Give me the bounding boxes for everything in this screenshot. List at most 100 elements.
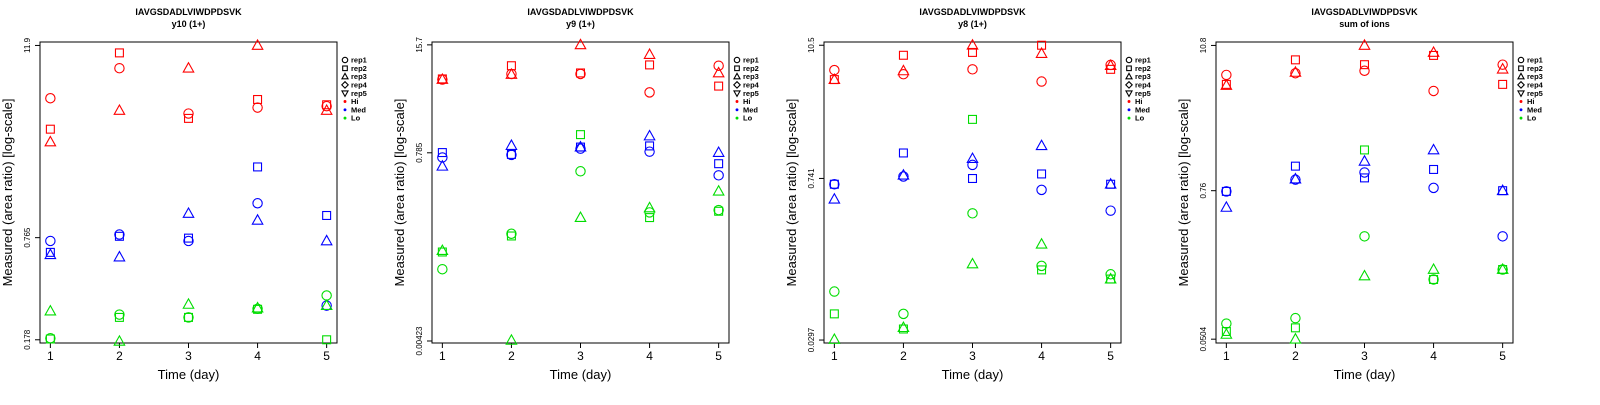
y-axis-label: Measured (area ratio) [log-scale] [0,99,15,287]
data-point-lo-rep3-day1 [44,304,57,316]
data-point-hi-rep2-day4 [1037,40,1047,50]
legend-label-med: Med [743,105,758,114]
legend-label-hi: Hi [743,97,751,106]
data-point-hi-rep1-day4 [252,102,263,113]
y-tick-label: 0.178 [23,329,32,350]
scatter-panel-2: IAVGSDADLVIWDPDSVK y9 (1+) 1 2 3 4 5 15.7 0.785 0… [392,7,760,382]
x-tick-label: 3 [577,349,584,363]
plot-frame [431,41,730,344]
data-point-med-rep3-day3 [966,151,979,163]
legend-marker-hi [1127,100,1131,103]
data-point-hi-rep3-day4 [1035,46,1048,58]
legend-marker-rep1 [733,56,741,64]
data-point-lo-rep2-day1 [1221,326,1231,337]
data-point-lo-rep3-day4 [1035,237,1048,249]
data-point-hi-rep1-day2 [1290,67,1301,79]
data-point-lo-rep1-day2 [1290,312,1301,324]
data-point-lo-rep3-day2 [505,333,518,345]
data-point-hi-rep1-day2 [114,62,125,74]
plot-subtitle: y9 (1+) [566,19,595,29]
data-point-med-rep2-day4 [1429,164,1439,174]
data-point-med-rep3-day1 [828,192,841,204]
legend-label-hi: Hi [1135,97,1143,106]
legend-marker-rep5 [1517,90,1525,98]
x-tick-label: 2 [1292,349,1299,363]
legend-label-rep4: rep4 [1135,81,1152,90]
data-point-lo-rep3-day2 [897,321,910,333]
data-point-hi-rep1-day1 [45,93,56,104]
legend-marker-lo [1127,116,1131,120]
x-tick-label: 5 [1107,349,1114,363]
data-point-med-rep3-day3 [182,206,195,218]
data-point-med-rep1-day1 [829,179,840,190]
data-point-med-rep1-day5 [713,170,724,181]
data-point-hi-rep3-day3 [1358,38,1371,50]
legend-label-rep1: rep1 [1527,56,1543,65]
data-point-hi-rep3-day5 [712,66,725,78]
legend-marker-med [735,108,739,112]
data-point-lo-rep1-day3 [183,312,194,323]
y-tick-label: 0.785 [415,142,424,163]
x-tick-label: 3 [1361,349,1368,363]
data-point-lo-rep2-day5 [714,206,724,216]
data-point-hi-rep2-day2 [898,50,908,60]
data-point-med-rep3-day2 [505,138,518,150]
data-point-hi-rep3-day5 [1496,62,1509,74]
data-point-med-rep1-day3 [183,235,194,247]
data-point-lo-rep3-day5 [1496,262,1509,274]
legend-label-lo: Lo [1527,114,1537,123]
data-point-med-rep2-day1 [437,148,447,158]
legend-label-lo: Lo [351,114,361,123]
legend-marker-rep1 [1517,56,1525,64]
data-point-med-rep2-day3 [183,233,194,243]
data-point-lo-rep3-day2 [113,334,126,346]
legend-marker-hi [343,100,347,103]
data-point-hi-rep2-day3 [575,68,586,78]
data-point-hi-rep1-day3 [1359,65,1370,76]
data-point-med-rep2-day2 [898,148,908,158]
legend-marker-med [1519,108,1523,112]
data-point-lo-rep1-day3 [967,208,978,219]
legend-marker-rep5 [733,90,741,98]
x-tick-label: 2 [116,349,123,363]
data-point-lo-rep3-day1 [1220,327,1233,339]
data-point-lo-rep2-day3 [1359,145,1370,155]
data-point-med-rep3-day4 [1427,143,1440,155]
data-point-med-rep1-day3 [575,143,586,154]
data-point-med-rep1-day2 [1290,174,1301,185]
data-point-med-rep2-day2 [114,231,124,241]
data-point-hi-rep3-day4 [643,47,656,59]
data-point-med-rep3-day4 [643,129,656,141]
data-point-hi-rep1-day5 [713,60,724,71]
data-point-lo-rep3-day5 [712,184,725,196]
legend-label-rep2: rep2 [351,64,367,73]
plot-title: IAVGSDADLVIWDPDSVK [527,7,634,17]
x-tick-label: 2 [508,349,515,363]
data-point-hi-rep3-day3 [966,38,979,50]
x-tick-label: 5 [1499,349,1506,363]
data-point-med-rep1-day4 [1428,182,1439,194]
data-point-lo-rep2-day5 [322,335,332,345]
data-point-lo-rep1-day2 [114,309,125,320]
data-point-med-rep2-day4 [1037,169,1047,179]
data-point-lo-rep2-day2 [1290,323,1300,333]
data-point-med-rep3-day4 [1035,139,1048,151]
data-point-lo-rep1-day1 [829,286,840,297]
plot-frame [1215,41,1514,344]
legend-marker-rep4 [1517,80,1525,89]
data-point-hi-rep3-day1 [828,72,841,84]
data-point-hi-rep2-day1 [45,124,55,134]
data-point-lo-rep1-day4 [644,207,655,218]
legend-marker-rep3 [1125,72,1133,80]
legend-marker-rep5 [1125,90,1133,98]
data-point-hi-rep3-day5 [1104,58,1117,71]
legend-marker-lo [1519,116,1523,120]
legend-label-rep3: rep3 [1527,72,1543,81]
legend-label-hi: Hi [1527,97,1535,106]
legend-marker-hi [735,100,739,103]
data-point-med-rep3-day5 [1104,177,1117,189]
data-point-hi-rep3-day2 [897,64,910,76]
data-point-lo-rep3-day1 [436,243,449,255]
y-tick-label: 10.8 [1199,37,1208,53]
legend-marker-rep3 [733,72,741,80]
